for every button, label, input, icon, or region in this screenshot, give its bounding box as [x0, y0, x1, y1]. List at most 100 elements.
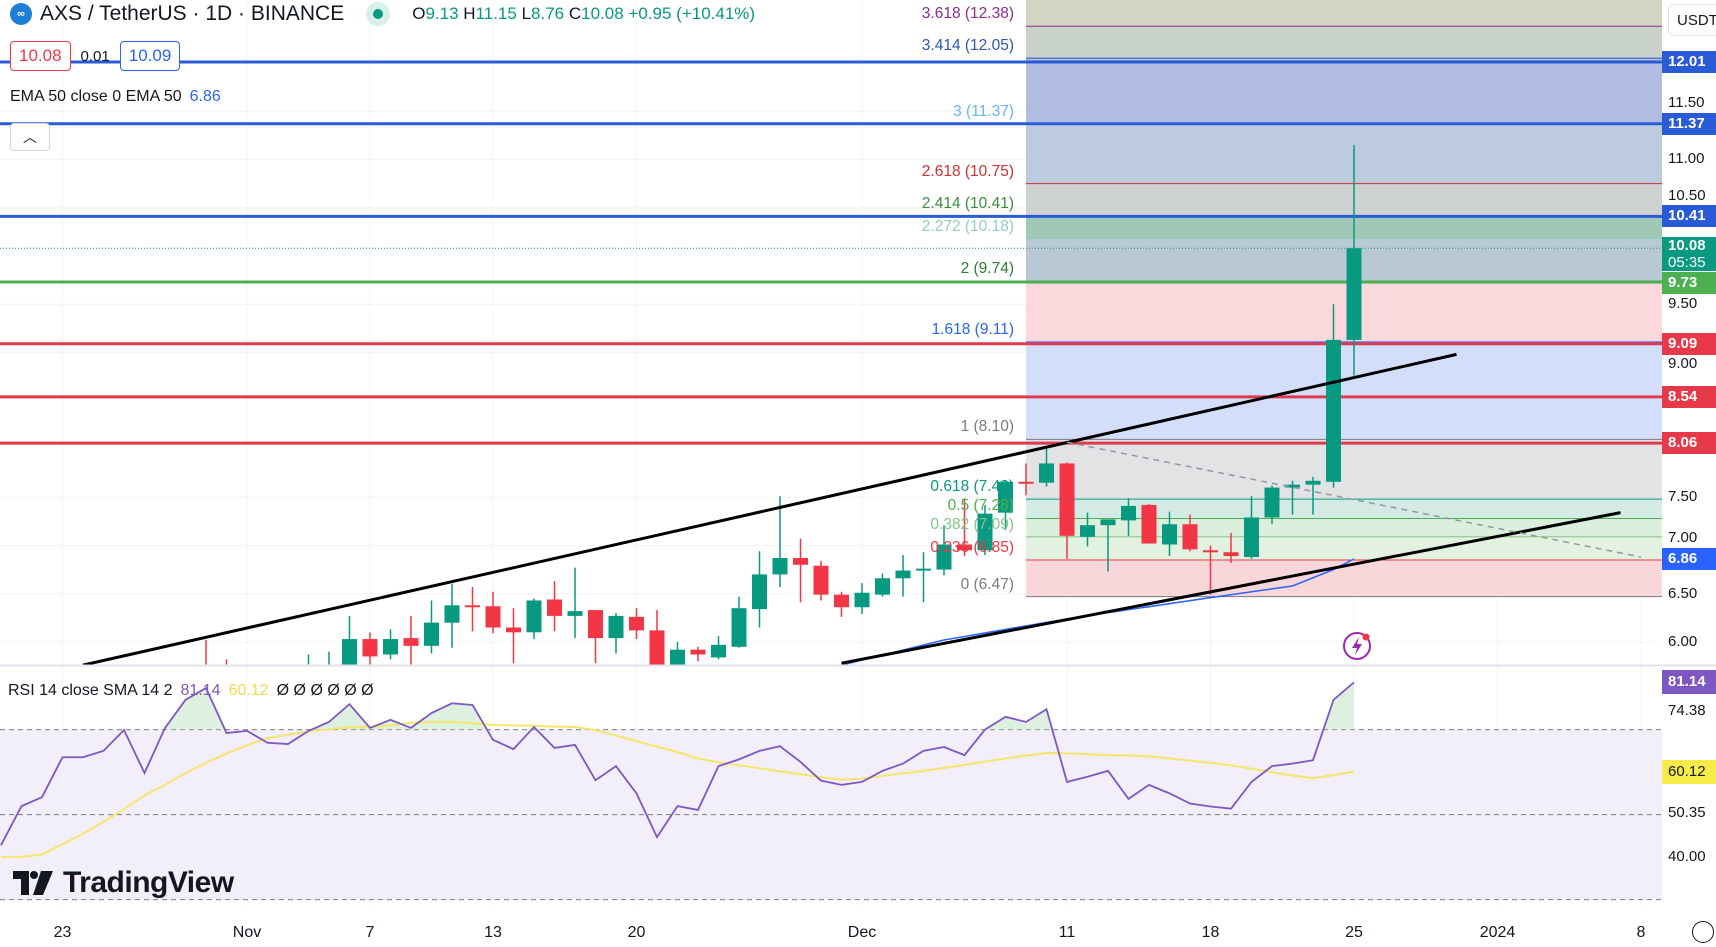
- candle: [731, 596, 747, 648]
- bar-countdown: 05:35: [1668, 254, 1706, 272]
- sell-button[interactable]: 10.08: [10, 41, 71, 71]
- candle-body: [362, 639, 378, 657]
- fib-level-label: 3.414 (12.05): [921, 37, 1014, 55]
- symbol-title[interactable]: AXS / TetherUS · 1D · BINANCE: [40, 2, 345, 25]
- candle: [1203, 545, 1218, 595]
- rsi-axis-tick: 50.35: [1668, 804, 1706, 822]
- fib-zone: [1026, 58, 1662, 124]
- candle: [752, 551, 767, 628]
- settings-gear-icon[interactable]: [1692, 921, 1714, 943]
- price-tag[interactable]: 8.06: [1662, 432, 1716, 455]
- horizontal-lines: [0, 60, 1662, 445]
- price-axis-tick: 11.50: [1668, 94, 1705, 112]
- trendlines[interactable]: [82, 352, 1642, 665]
- fib-level-label: 2.414 (10.41): [921, 195, 1014, 213]
- candle-body: [916, 568, 931, 571]
- candle: [424, 600, 439, 654]
- fib-level-label: 2 (9.74): [960, 260, 1014, 278]
- rsi-value-tag[interactable]: 81.14: [1662, 670, 1716, 695]
- candle-body: [547, 599, 562, 616]
- candle-body: [403, 638, 419, 646]
- candle: [383, 629, 398, 660]
- candle-body: [690, 649, 706, 655]
- candle: [916, 552, 931, 603]
- candle: [854, 583, 870, 614]
- candle: [977, 504, 993, 556]
- price-tag[interactable]: 9.73: [1662, 272, 1716, 295]
- currency-button[interactable]: USDT: [1668, 4, 1716, 36]
- candle-body: [629, 616, 644, 631]
- candle-body: [834, 594, 849, 608]
- market-status-icon[interactable]: [366, 2, 391, 26]
- ema-legend-label: EMA 50 close 0 EMA 50: [10, 88, 182, 105]
- fib-level-label: 3.618 (12.38): [921, 5, 1014, 23]
- fib-zone: [1026, 26, 1662, 59]
- rsi-sma-value-tag[interactable]: 60.12: [1662, 759, 1716, 784]
- candle-body: [854, 592, 870, 608]
- fib-zone: [1026, 439, 1662, 500]
- rsi-axis-tick: 40.00: [1668, 848, 1706, 866]
- candle: [307, 654, 310, 665]
- candle-body: [485, 606, 501, 628]
- fib-level-label: 1.618 (9.11): [931, 320, 1014, 338]
- price-tag[interactable]: 9.09: [1662, 332, 1716, 355]
- price-tag[interactable]: 11.37: [1662, 112, 1716, 135]
- candle: [567, 567, 583, 639]
- candle-body: [1141, 504, 1157, 544]
- candle-body: [465, 605, 480, 608]
- candle-body: [1039, 463, 1054, 483]
- tradingview-logo-icon: [13, 871, 53, 895]
- candle: [1326, 304, 1341, 488]
- candle: [670, 641, 685, 665]
- candle-body: [1203, 550, 1218, 553]
- spread-value: 0.01: [80, 47, 110, 65]
- time-axis-label: 7: [365, 924, 375, 941]
- fib-zone: [1026, 341, 1662, 440]
- candle: [328, 651, 330, 665]
- candle-body: [711, 644, 726, 658]
- rsi-sma-line: [0, 720, 1355, 859]
- candle: [608, 613, 624, 654]
- price-tag[interactable]: 10.41: [1662, 205, 1716, 228]
- buy-button[interactable]: 10.09: [119, 41, 181, 71]
- time-axis-label: 20: [627, 924, 646, 941]
- candle: [895, 555, 911, 597]
- time-axis-label: 18: [1201, 924, 1220, 941]
- candle: [772, 496, 788, 587]
- price-tag[interactable]: 12.01: [1662, 51, 1716, 73]
- price-tag-value: 12.01: [1668, 53, 1706, 70]
- candle-body: [998, 481, 1013, 513]
- candle: [342, 615, 357, 665]
- candle-body: [1346, 248, 1362, 340]
- time-axis-label: Nov: [232, 924, 262, 941]
- ema-legend[interactable]: EMA 50 close 0 EMA 50 6.86: [10, 88, 221, 106]
- candle-body: [506, 627, 521, 633]
- fib-level-label: 2.272 (10.18): [921, 217, 1014, 235]
- lightning-icon[interactable]: [1343, 632, 1371, 660]
- rsi-legend[interactable]: RSI 14 close SMA 14 2 81.14 60.12 Ø Ø Ø …: [8, 682, 374, 700]
- candle-body: [444, 605, 460, 623]
- candle: [362, 632, 378, 665]
- tradingview-watermark[interactable]: TradingView: [13, 866, 234, 900]
- axs-logo-icon: ∞: [10, 3, 32, 25]
- candle-body: [1162, 524, 1177, 545]
- price-tag[interactable]: 6.86: [1662, 547, 1716, 570]
- candle: [1080, 512, 1095, 547]
- candle-body: [588, 610, 603, 639]
- price-tag[interactable]: 8.54: [1662, 385, 1716, 408]
- candle: [1018, 463, 1034, 496]
- candle-body: [670, 649, 685, 665]
- price-tag[interactable]: 10.08 05:35: [1662, 237, 1716, 272]
- collapse-legend-button[interactable]: ︿: [10, 123, 50, 151]
- time-axis-label: 2024: [1479, 924, 1516, 941]
- fib-level-label: 0.5 (7.28): [947, 496, 1014, 514]
- symbol-legend: ∞ AXS / TetherUS · 1D · BINANCE O9.13 H1…: [10, 2, 755, 26]
- price-axis-tick: 6.50: [1668, 584, 1698, 602]
- price-tag-value: 9.73: [1668, 274, 1698, 292]
- candle: [834, 591, 849, 617]
- candle: [690, 646, 706, 662]
- fib-zone: [1026, 123, 1662, 184]
- candle: [444, 584, 460, 648]
- candle: [1121, 498, 1136, 536]
